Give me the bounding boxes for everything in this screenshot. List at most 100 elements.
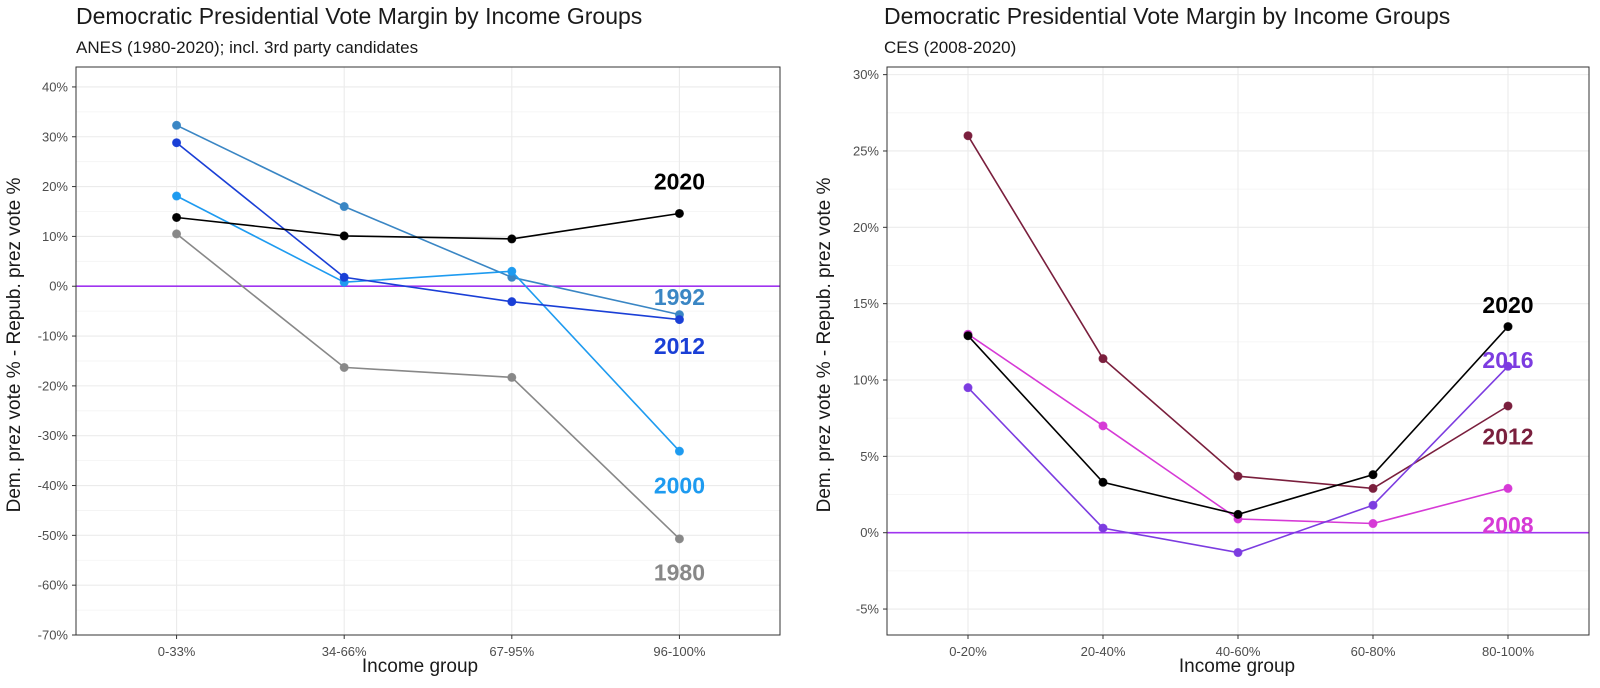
series-2020: 2020 xyxy=(172,169,705,244)
series-line xyxy=(176,124,680,316)
series-label: 2020 xyxy=(654,169,705,195)
series-label: 2008 xyxy=(1482,512,1533,538)
y-tick-label: -10% xyxy=(38,329,69,344)
data-point xyxy=(963,131,973,141)
chart-subtitle: CES (2008-2020) xyxy=(884,38,1016,57)
y-tick-label: 20% xyxy=(853,220,879,235)
series-label: 2012 xyxy=(1482,424,1533,450)
series-line xyxy=(176,142,680,321)
data-point xyxy=(339,272,349,282)
y-tick-label: -70% xyxy=(38,628,69,643)
data-point xyxy=(1368,500,1378,510)
x-tick-label: 96-100% xyxy=(653,644,705,659)
data-point xyxy=(1098,354,1108,364)
y-tick-label: 15% xyxy=(853,296,879,311)
data-point xyxy=(1368,483,1378,493)
chart-panel-ces: Democratic Presidential Vote Margin by I… xyxy=(814,3,1590,677)
series-2020: 2020 xyxy=(963,292,1534,519)
y-tick-label: 10% xyxy=(853,373,879,388)
data-point xyxy=(339,202,349,212)
series-label: 2000 xyxy=(654,473,705,499)
chart-title: Democratic Presidential Vote Margin by I… xyxy=(884,3,1450,29)
data-point xyxy=(339,231,349,241)
series-label: 1980 xyxy=(654,560,705,586)
y-tick-label: 30% xyxy=(42,129,68,144)
data-point xyxy=(507,266,517,276)
x-tick-label: 34-66% xyxy=(322,644,367,659)
series-2008: 2008 xyxy=(963,329,1534,538)
x-axis-title: Income group xyxy=(1179,656,1295,677)
y-tick-label: -30% xyxy=(38,428,69,443)
y-tick-label: 25% xyxy=(853,143,879,158)
plot-panel-border xyxy=(886,66,1590,636)
grid xyxy=(887,67,1589,635)
series-label: 1992 xyxy=(654,284,705,310)
data-point xyxy=(674,446,684,456)
y-tick-label: -5% xyxy=(856,602,880,617)
series-1992: 1992 xyxy=(172,120,705,320)
data-point xyxy=(1233,509,1243,519)
data-point xyxy=(1098,477,1108,487)
x-tick-label: 0-33% xyxy=(158,644,196,659)
series-line xyxy=(176,212,680,240)
series-1980: 1980 xyxy=(172,229,705,586)
data-point xyxy=(507,234,517,244)
x-tick-label: 67-95% xyxy=(489,644,534,659)
y-tick-label: 5% xyxy=(860,449,879,464)
data-point xyxy=(963,331,973,341)
x-tick-label: 40-60% xyxy=(1216,644,1261,659)
series-2016: 2016 xyxy=(963,347,1534,558)
series-label: 2012 xyxy=(654,333,705,359)
y-tick-label: -20% xyxy=(38,378,69,393)
data-point xyxy=(339,362,349,372)
x-tick-label: 20-40% xyxy=(1081,644,1126,659)
y-axis-title: Dem. prez vote % - Repub. prez vote % xyxy=(814,178,835,513)
y-axis-title: Dem. prez vote % - Repub. prez vote % xyxy=(4,178,25,513)
y-tick-label: -60% xyxy=(38,578,69,593)
data-point xyxy=(172,229,182,239)
data-point xyxy=(1368,470,1378,480)
data-point xyxy=(1098,523,1108,533)
x-tick-label: 60-80% xyxy=(1351,644,1396,659)
data-point xyxy=(507,372,517,382)
data-point xyxy=(172,120,182,130)
data-point xyxy=(1368,519,1378,529)
series-label: 2020 xyxy=(1482,292,1533,318)
series-2000: 2000 xyxy=(172,191,705,499)
chart-title: Democratic Presidential Vote Margin by I… xyxy=(76,3,642,29)
data-point xyxy=(1503,322,1513,332)
data-point xyxy=(674,315,684,325)
data-point xyxy=(172,212,182,222)
y-tick-label: -50% xyxy=(38,528,69,543)
data-point xyxy=(1503,401,1513,411)
data-point xyxy=(963,383,973,393)
data-point xyxy=(674,534,684,544)
chart-panel-anes: Democratic Presidential Vote Margin by I… xyxy=(4,3,781,677)
x-axis-title: Income group xyxy=(362,656,478,677)
x-tick-label: 80-100% xyxy=(1482,644,1534,659)
y-tick-label: 0% xyxy=(860,525,879,540)
data-point xyxy=(1098,421,1108,431)
data-point xyxy=(674,208,684,218)
y-tick-label: 0% xyxy=(49,279,68,294)
y-tick-label: 30% xyxy=(853,67,879,82)
data-point xyxy=(1503,361,1513,371)
y-tick-label: 20% xyxy=(42,179,68,194)
y-tick-label: -40% xyxy=(38,478,69,493)
chart-subtitle: ANES (1980-2020); incl. 3rd party candid… xyxy=(76,38,418,57)
y-tick-label: 10% xyxy=(42,229,68,244)
series-2012: 2012 xyxy=(172,138,705,359)
series-label: 2016 xyxy=(1482,347,1533,373)
data-point xyxy=(1233,471,1243,481)
plot-panel-border xyxy=(75,66,781,636)
data-point xyxy=(507,297,517,307)
x-tick-label: 0-20% xyxy=(949,644,987,659)
y-tick-label: 40% xyxy=(42,79,68,94)
data-point xyxy=(172,138,182,148)
series-line xyxy=(176,233,680,540)
data-point xyxy=(1233,548,1243,558)
series-2012: 2012 xyxy=(963,131,1534,493)
series-line xyxy=(176,195,680,452)
data-point xyxy=(1503,483,1513,493)
